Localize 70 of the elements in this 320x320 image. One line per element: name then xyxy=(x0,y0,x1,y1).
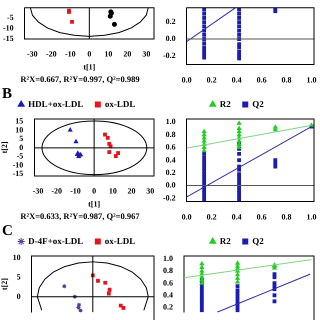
y-tick-label: 0.4 xyxy=(166,155,176,164)
text: R²X=0.633, R²Y=0.987, Q²=0.967 xyxy=(19,211,141,221)
y-tick-label: 10 xyxy=(15,125,24,134)
x-tick-label: 0 xyxy=(92,186,96,196)
y-tick-label: -0.2 xyxy=(162,51,176,60)
y-tick-label: -15 xyxy=(2,34,14,43)
y-tick-label: 0.2 xyxy=(163,302,173,312)
y-tick-label: -10 xyxy=(2,24,14,33)
y-tick-label: 0.8 xyxy=(163,266,173,276)
y-tick-label: 0.4 xyxy=(163,290,173,300)
y-tick-label: 5 xyxy=(16,272,21,282)
x-tick-label: 0.6 xyxy=(256,75,267,84)
y-tick-label: 15 xyxy=(15,116,24,126)
y-axis-title: t[2] xyxy=(0,141,9,154)
y-tick-label: -5 xyxy=(16,152,24,161)
legend-label: Q2 xyxy=(252,236,264,246)
y-tick-label: -5 xyxy=(6,13,14,22)
x-tick-label: 1.0 xyxy=(306,75,317,84)
chart-title: C xyxy=(2,223,13,240)
x-tick-label: -20 xyxy=(51,186,62,196)
x-tick-label: 30 xyxy=(142,50,150,59)
legend-label: ox-LDL xyxy=(104,98,136,109)
x-tick-label: 0.2 xyxy=(206,212,217,222)
x-tick-label: 30 xyxy=(146,186,154,196)
x-tick-label: -30 xyxy=(32,186,44,196)
x-tick-label: 10 xyxy=(108,186,117,196)
x-tick-label: 0.4 xyxy=(232,212,242,222)
y-tick-label: 0.8 xyxy=(166,130,176,139)
legend-label: Q2 xyxy=(252,98,264,109)
x-tick-label: 20 xyxy=(123,50,132,59)
x-tick-label: 0.4 xyxy=(232,75,242,84)
chart-title: B xyxy=(2,86,12,103)
x-tick-label: -10 xyxy=(64,50,76,59)
y-tick-label: 0.0 xyxy=(166,180,176,190)
x-tick-label: -10 xyxy=(70,186,81,196)
x-tick-label: -20 xyxy=(46,50,57,59)
y-tick-label: 0 xyxy=(19,142,24,152)
y-tick-label: 0.2 xyxy=(166,168,176,177)
x-axis-title: t[1] xyxy=(88,199,100,208)
x-tick-label: 10 xyxy=(104,50,112,59)
y-tick-label: 0.6 xyxy=(163,278,173,288)
x-tick-label: 20 xyxy=(128,186,136,196)
x-tick-label: 0.8 xyxy=(282,212,292,222)
y-tick-label: 1.0 xyxy=(163,254,173,264)
y-axis-title: t[2] xyxy=(0,278,9,290)
x-tick-label: 1.0 xyxy=(306,212,317,222)
legend-label: D-4F+ox-LDL xyxy=(28,236,84,246)
y-tick-label: 0.2 xyxy=(166,17,176,26)
y-tick-label: -0.2 xyxy=(162,193,176,202)
text: R²X=0.667, R²Y=0.997, Q²=0.989 xyxy=(19,74,141,84)
x-tick-label: 0.0 xyxy=(182,75,192,84)
y-tick-label: 0 xyxy=(16,292,21,301)
x-tick-label: 0.6 xyxy=(256,212,267,222)
y-tick-label: 10 xyxy=(12,253,21,262)
y-tick-label: 5 xyxy=(19,134,24,144)
x-tick-label: 0.8 xyxy=(282,75,292,84)
legend-label: R2 xyxy=(220,98,232,109)
y-tick-label: -15 xyxy=(12,169,24,178)
y-tick-label: -10 xyxy=(12,160,24,170)
x-tick-label: 0.0 xyxy=(182,212,192,222)
x-tick-label: 0 xyxy=(87,50,92,59)
x-tick-label: 0.2 xyxy=(206,75,217,84)
legend-label: HDL+ox-LDL xyxy=(28,98,84,109)
y-tick-label: 0.6 xyxy=(166,142,176,152)
y-tick-label: 1.0 xyxy=(166,117,176,126)
x-axis-title: t[1] xyxy=(83,62,96,72)
legend-label: R2 xyxy=(220,236,232,246)
y-tick-label: 0.0 xyxy=(166,34,176,44)
legend-label: ox-LDL xyxy=(104,236,136,246)
x-tick-label: -30 xyxy=(26,50,38,59)
